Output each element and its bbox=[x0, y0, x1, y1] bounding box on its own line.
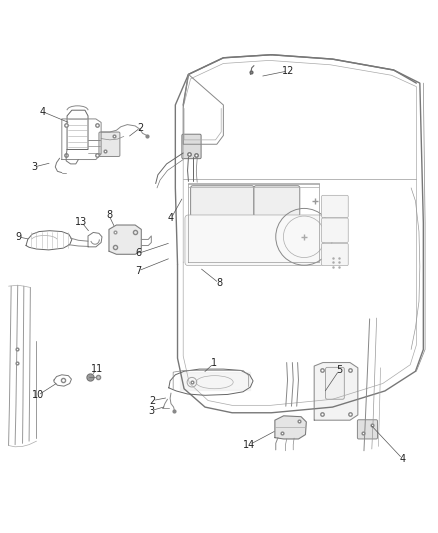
FancyBboxPatch shape bbox=[325, 367, 344, 399]
Polygon shape bbox=[314, 362, 358, 420]
Text: 4: 4 bbox=[39, 107, 45, 117]
Text: 7: 7 bbox=[135, 266, 141, 276]
Text: 4: 4 bbox=[168, 214, 174, 223]
Polygon shape bbox=[180, 372, 250, 390]
Text: 8: 8 bbox=[216, 278, 222, 288]
FancyBboxPatch shape bbox=[254, 185, 300, 216]
Text: 8: 8 bbox=[106, 211, 112, 221]
FancyBboxPatch shape bbox=[182, 134, 201, 159]
Text: 4: 4 bbox=[399, 454, 406, 464]
Text: 9: 9 bbox=[15, 232, 21, 242]
Text: 5: 5 bbox=[336, 366, 342, 375]
Polygon shape bbox=[109, 225, 141, 254]
Text: 1: 1 bbox=[211, 358, 217, 368]
Text: 14: 14 bbox=[244, 440, 256, 450]
FancyBboxPatch shape bbox=[321, 218, 348, 243]
Polygon shape bbox=[275, 416, 306, 439]
Text: 6: 6 bbox=[135, 248, 141, 259]
Text: 3: 3 bbox=[148, 406, 154, 416]
Text: 3: 3 bbox=[31, 162, 37, 172]
Text: 13: 13 bbox=[75, 217, 88, 227]
Text: 11: 11 bbox=[91, 364, 103, 374]
FancyBboxPatch shape bbox=[321, 244, 348, 265]
Text: 12: 12 bbox=[282, 66, 294, 76]
Text: 10: 10 bbox=[32, 390, 44, 400]
FancyBboxPatch shape bbox=[357, 420, 378, 439]
FancyBboxPatch shape bbox=[99, 132, 120, 157]
FancyBboxPatch shape bbox=[321, 195, 348, 217]
Text: 2: 2 bbox=[137, 123, 144, 133]
FancyBboxPatch shape bbox=[191, 185, 254, 216]
Text: 2: 2 bbox=[149, 395, 156, 406]
FancyBboxPatch shape bbox=[185, 215, 323, 265]
